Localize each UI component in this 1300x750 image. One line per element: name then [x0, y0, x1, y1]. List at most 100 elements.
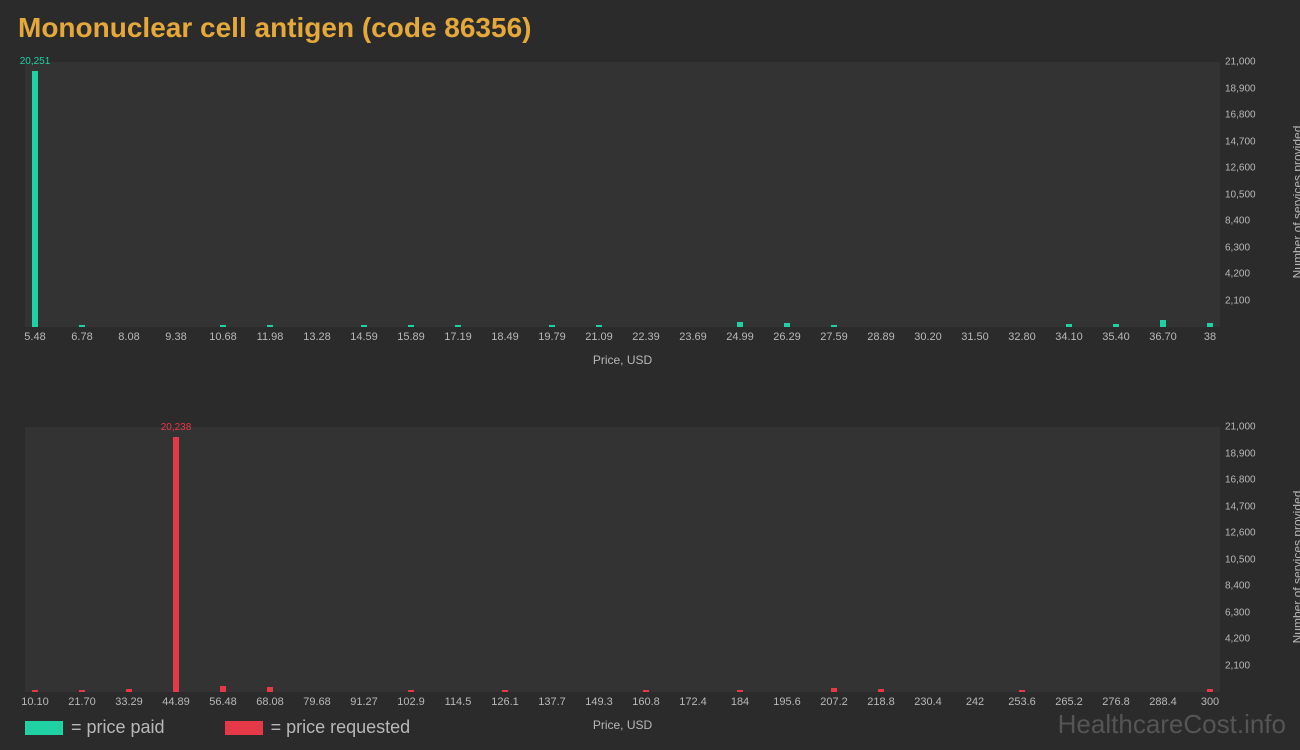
bar	[79, 690, 85, 692]
y-tick: 16,800	[1225, 110, 1256, 121]
x-tick: 38	[1204, 331, 1216, 343]
x-axis-paid: 5.48 6.78 8.08 9.38 10.68 11.98 13.28 14.59 15.8…	[25, 331, 1220, 349]
x-tick: 18.49	[491, 331, 519, 343]
bar	[267, 325, 273, 327]
chart-requested-area: 2,1004,2006,3008,40010,50012,60014,70016…	[25, 427, 1220, 732]
chart-paid-area: 2,1004,2006,3008,40010,50012,60014,70016…	[25, 62, 1220, 367]
y-tick: 18,900	[1225, 448, 1256, 459]
x-tick: 126.1	[491, 696, 519, 708]
x-tick: 11.98	[257, 331, 284, 343]
x-tick: 34.10	[1055, 331, 1083, 343]
x-tick: 56.48	[209, 696, 237, 708]
x-tick: 172.4	[679, 696, 707, 708]
x-tick: 22.39	[632, 331, 660, 343]
bar	[502, 690, 508, 692]
page-title: Mononuclear cell antigen (code 86356)	[0, 0, 1300, 52]
legend-paid: = price paid	[25, 717, 165, 738]
bar	[408, 690, 414, 692]
y-tick: 10,500	[1225, 554, 1256, 565]
x-tick: 91.27	[350, 696, 378, 708]
x-tick: 114.5	[445, 696, 472, 708]
bar-value-label: 20,238	[161, 422, 192, 433]
y-axis-requested: 2,1004,2006,3008,40010,50012,60014,70016…	[1225, 427, 1270, 692]
x-tick: 10.10	[21, 696, 49, 708]
x-tick: 102.9	[397, 696, 425, 708]
y-tick: 14,700	[1225, 136, 1256, 147]
legend-requested-label: = price requested	[271, 717, 411, 738]
y-tick: 2,100	[1225, 660, 1250, 671]
bar	[596, 325, 602, 327]
x-tick: 21.09	[585, 331, 613, 343]
bar	[1207, 323, 1213, 327]
x-tick: 276.8	[1102, 696, 1130, 708]
x-tick: 36.70	[1149, 331, 1177, 343]
x-tick: 68.08	[256, 696, 284, 708]
x-tick: 253.6	[1008, 696, 1036, 708]
x-tick: 79.68	[303, 696, 331, 708]
y-tick: 12,600	[1225, 163, 1256, 174]
y-label-requested: Number of services provided	[1291, 490, 1300, 643]
legend-swatch-paid	[25, 721, 63, 735]
y-tick: 2,100	[1225, 295, 1250, 306]
x-tick: 8.08	[118, 331, 139, 343]
y-tick: 16,800	[1225, 475, 1256, 486]
y-axis-paid: 2,1004,2006,3008,40010,50012,60014,70016…	[1225, 62, 1270, 327]
x-tick: 44.89	[162, 696, 190, 708]
x-tick: 6.78	[71, 331, 92, 343]
x-tick: 27.59	[820, 331, 848, 343]
y-tick: 18,900	[1225, 83, 1256, 94]
bar	[737, 322, 743, 327]
x-tick: 218.8	[867, 696, 895, 708]
bar	[1113, 324, 1119, 327]
x-tick: 23.69	[679, 331, 707, 343]
x-axis-requested: 10.1021.7033.2944.8956.4868.0879.6891.27…	[25, 696, 1220, 714]
x-tick: 21.70	[68, 696, 96, 708]
chart-paid: 2,1004,2006,3008,40010,50012,60014,70016…	[25, 62, 1220, 327]
y-tick: 10,500	[1225, 189, 1256, 200]
bar	[32, 71, 38, 327]
x-label-paid: Price, USD	[25, 353, 1220, 367]
bar	[220, 686, 226, 692]
y-tick: 8,400	[1225, 581, 1250, 592]
bar	[1066, 324, 1072, 327]
y-tick: 8,400	[1225, 216, 1250, 227]
y-tick: 12,600	[1225, 528, 1256, 539]
x-tick: 15.89	[397, 331, 425, 343]
x-tick: 10.68	[209, 331, 237, 343]
bar	[173, 437, 179, 692]
bar	[643, 690, 649, 692]
y-tick: 4,200	[1225, 269, 1250, 280]
bar	[267, 687, 273, 692]
bar	[549, 325, 555, 327]
x-tick: 30.20	[914, 331, 942, 343]
x-tick: 17.19	[444, 331, 472, 343]
bar	[408, 325, 414, 327]
x-tick: 149.3	[585, 696, 613, 708]
bar-value-label: 20,251	[20, 56, 51, 67]
bar	[878, 689, 884, 692]
x-tick: 24.99	[726, 331, 754, 343]
watermark: HealthcareCost.info	[1058, 709, 1286, 740]
x-tick: 207.2	[820, 696, 848, 708]
x-tick: 265.2	[1055, 696, 1083, 708]
x-tick: 26.29	[773, 331, 801, 343]
legend-requested: = price requested	[225, 717, 411, 738]
bar	[79, 325, 85, 327]
x-tick: 5.48	[24, 331, 45, 343]
x-tick: 137.7	[538, 696, 566, 708]
x-tick: 14.59	[350, 331, 378, 343]
y-label-paid: Number of services provided	[1291, 125, 1300, 278]
y-tick: 6,300	[1225, 607, 1250, 618]
bar	[831, 325, 837, 327]
bar	[784, 323, 790, 327]
bar	[32, 690, 38, 692]
x-tick: 32.80	[1008, 331, 1036, 343]
x-tick: 35.40	[1102, 331, 1130, 343]
bar	[1019, 690, 1025, 692]
x-tick: 195.6	[773, 696, 801, 708]
y-tick: 4,200	[1225, 634, 1250, 645]
x-tick: 230.4	[914, 696, 942, 708]
x-tick: 9.38	[165, 331, 186, 343]
x-tick: 13.28	[303, 331, 331, 343]
bar	[831, 688, 837, 692]
